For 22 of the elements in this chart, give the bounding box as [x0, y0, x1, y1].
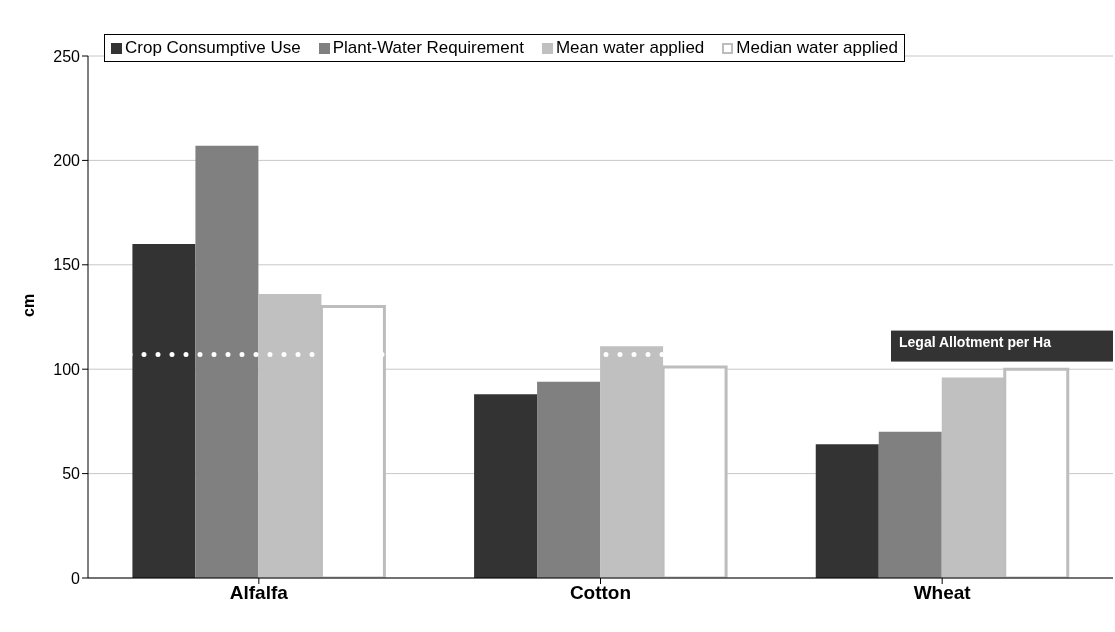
x-tick-label: Cotton — [569, 582, 632, 604]
y-tick-label: 50 — [62, 465, 81, 483]
bar — [195, 145, 259, 578]
legend-label: Mean water applied — [554, 38, 705, 58]
y-tick-label: 150 — [53, 256, 81, 274]
bar — [132, 243, 196, 578]
legend-label: Crop Consumptive Use — [124, 38, 301, 58]
legend-label: Median water applied — [735, 38, 898, 58]
bar — [537, 381, 601, 578]
x-tick-label: Wheat — [913, 582, 972, 604]
legend-label: Plant-Water Requirement — [331, 38, 524, 58]
callout-box: Legal Allotment per Ha — [891, 330, 1113, 362]
y-axis-title: cm — [19, 293, 37, 317]
y-tick-label: 100 — [53, 360, 81, 378]
bar — [474, 394, 538, 578]
y-tick-label: 0 — [71, 569, 81, 587]
x-tick-label: Alfalfa — [229, 582, 289, 604]
ref-line-label: Legal Allotment per Ha — [899, 333, 1052, 350]
bar — [815, 444, 879, 578]
y-tick-label: 200 — [53, 152, 81, 170]
y-tick-label: 250 — [53, 47, 81, 65]
bar — [878, 431, 942, 578]
